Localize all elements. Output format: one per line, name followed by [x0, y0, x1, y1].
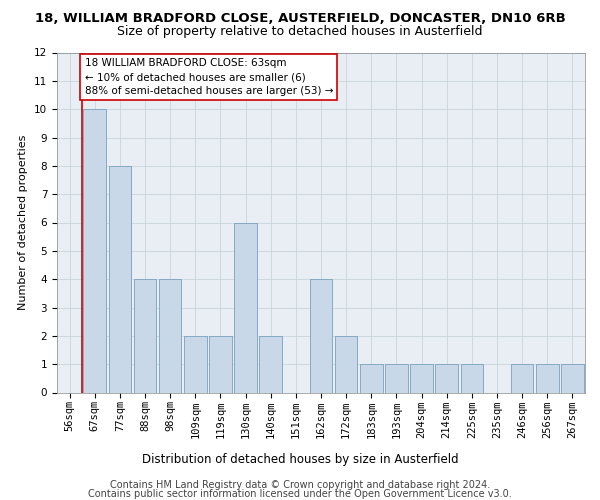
Text: Distribution of detached houses by size in Austerfield: Distribution of detached houses by size … [142, 452, 458, 466]
Bar [536, 364, 559, 392]
Text: Contains HM Land Registry data © Crown copyright and database right 2024.: Contains HM Land Registry data © Crown c… [110, 480, 490, 490]
Bar [184, 336, 206, 392]
Text: 18, WILLIAM BRADFORD CLOSE, AUSTERFIELD, DONCASTER, DN10 6RB: 18, WILLIAM BRADFORD CLOSE, AUSTERFIELD,… [35, 12, 565, 26]
Bar [259, 336, 282, 392]
Bar [385, 364, 408, 392]
Bar [561, 364, 584, 392]
Bar [335, 336, 358, 392]
Text: Contains public sector information licensed under the Open Government Licence v3: Contains public sector information licen… [88, 489, 512, 499]
Bar [436, 364, 458, 392]
Bar [209, 336, 232, 392]
Bar [234, 222, 257, 392]
Bar [134, 279, 157, 392]
Bar [360, 364, 383, 392]
Text: 18 WILLIAM BRADFORD CLOSE: 63sqm
← 10% of detached houses are smaller (6)
88% of: 18 WILLIAM BRADFORD CLOSE: 63sqm ← 10% o… [85, 58, 333, 96]
Bar [511, 364, 533, 392]
Y-axis label: Number of detached properties: Number of detached properties [19, 135, 28, 310]
Bar [461, 364, 483, 392]
Bar [310, 279, 332, 392]
Text: Size of property relative to detached houses in Austerfield: Size of property relative to detached ho… [117, 25, 483, 38]
Bar [83, 109, 106, 393]
Bar [109, 166, 131, 392]
Bar [159, 279, 181, 392]
Bar [410, 364, 433, 392]
